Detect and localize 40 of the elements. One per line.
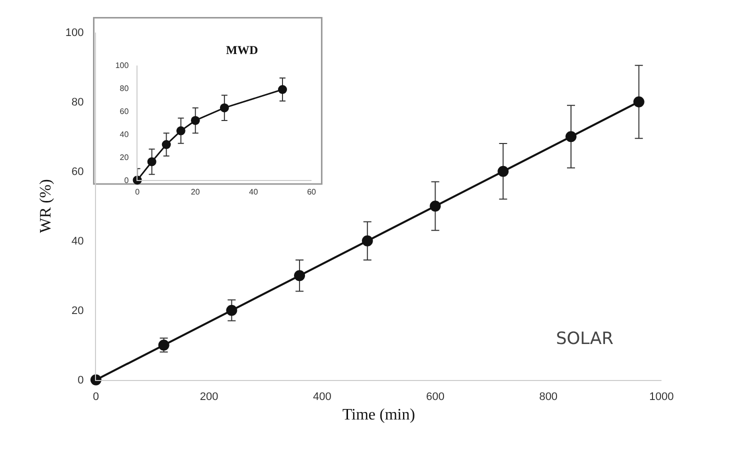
- y-tick-label: 0: [124, 176, 130, 185]
- annotation: SOLAR: [556, 329, 614, 349]
- chart-title: MWD: [226, 43, 258, 57]
- point: [294, 270, 306, 282]
- y-tick-label: 100: [115, 61, 130, 70]
- point: [190, 116, 200, 125]
- x-tick-label: 400: [312, 391, 332, 404]
- x-tick-label: 0: [135, 188, 140, 197]
- point: [90, 374, 102, 386]
- x-tick-label: 800: [539, 391, 558, 404]
- y-tick-label: 0: [78, 374, 84, 387]
- point: [278, 84, 288, 94]
- y-tick-label: 80: [120, 84, 130, 94]
- point: [498, 166, 509, 177]
- x-tick-label: 20: [190, 188, 200, 197]
- x-tick-label: 60: [307, 188, 317, 197]
- y-tick-label: 60: [71, 166, 84, 178]
- x-tick-label: 1000: [649, 391, 674, 404]
- point: [147, 157, 156, 166]
- y-tick-label: 100: [65, 27, 84, 40]
- x-tick-label: 40: [249, 188, 258, 197]
- y-tick-label: 40: [120, 130, 130, 140]
- point: [162, 140, 171, 150]
- point: [633, 96, 644, 108]
- point: [430, 200, 441, 212]
- point: [362, 235, 373, 246]
- y-tick-label: 20: [120, 152, 130, 162]
- y-axis-title: WR (%): [37, 179, 54, 233]
- x-tick-label: 200: [200, 391, 218, 404]
- point: [220, 103, 229, 112]
- point: [566, 131, 576, 142]
- x-axis-title: Time (min): [342, 406, 416, 424]
- x-tick-label: 600: [426, 391, 444, 404]
- y-tick-label: 20: [71, 305, 84, 318]
- y-tick-label: 40: [71, 236, 84, 248]
- point: [176, 126, 186, 136]
- y-tick-label: 80: [71, 96, 84, 109]
- y-tick-label: 60: [120, 107, 130, 116]
- x-tick-label: 0: [92, 391, 99, 404]
- point: [226, 304, 238, 316]
